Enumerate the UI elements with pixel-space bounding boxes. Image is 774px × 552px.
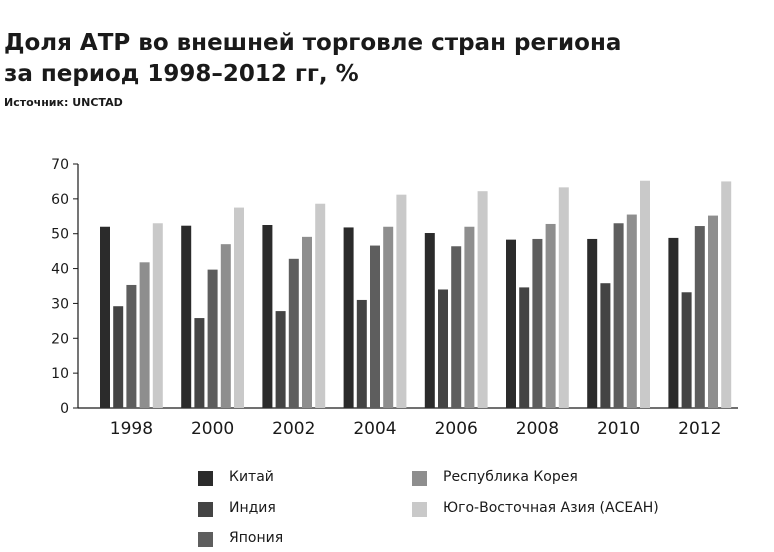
bar-2010-s1 [600, 283, 611, 408]
y-tick-label: 0 [60, 401, 69, 417]
bar-2012-s2 [694, 226, 705, 408]
y-tick-label: 70 [51, 157, 69, 173]
bar-2008-s3 [545, 223, 556, 408]
legend-swatch [198, 532, 213, 547]
y-tick-label: 60 [51, 192, 69, 208]
bar-2002-s4 [315, 203, 326, 408]
y-tick-label: 30 [51, 296, 69, 312]
legend-swatch [412, 502, 427, 517]
bar-2002-s0 [262, 225, 273, 408]
bar-2008-s1 [519, 287, 530, 408]
x-tick-label: 2002 [272, 419, 315, 439]
bar-2012-s0 [668, 237, 679, 408]
x-tick-label: 2006 [435, 419, 478, 439]
source-note: Источник: UNCTAD [4, 96, 123, 109]
bar-2008-s0 [506, 239, 516, 408]
x-tick-label: 2012 [678, 419, 721, 439]
bar-1998-s1 [113, 306, 124, 408]
bar-2002-s2 [288, 258, 299, 408]
legend-swatch [198, 502, 213, 517]
legend-label: Япония [229, 530, 284, 546]
bar-2012-s3 [708, 215, 718, 408]
bar-2002-s1 [275, 311, 286, 408]
bar-1998-s4 [152, 223, 163, 408]
y-tick-label: 40 [51, 262, 69, 278]
bar-2006-s0 [424, 233, 435, 408]
x-tick-label: 2010 [597, 419, 640, 439]
legend-label: Юго-Восточная Азия (АСЕАН) [443, 500, 659, 516]
legend-label: Республика Корея [443, 469, 578, 485]
bar-2012-s1 [681, 292, 692, 408]
bar-2004-s0 [343, 227, 354, 408]
chart-title-line1: Доля АТР во внешней торговле стран регио… [4, 30, 622, 56]
bar-2008-s2 [532, 238, 543, 408]
bar-2012-s4 [721, 181, 732, 408]
bar-2008-s4 [558, 187, 569, 408]
bar-2004-s3 [383, 226, 394, 408]
bar-2004-s2 [370, 245, 380, 408]
x-tick-label: 2000 [191, 419, 234, 439]
bar-2000-s0 [181, 225, 192, 408]
bar-2000-s4 [234, 207, 244, 408]
bar-2006-s3 [464, 226, 475, 408]
bar-1998-s3 [139, 262, 150, 408]
legend-label: Китай [229, 469, 274, 485]
legend-swatch [198, 471, 213, 486]
bar-2006-s1 [438, 289, 448, 408]
bar-2010-s0 [587, 238, 598, 408]
y-tick-label: 50 [51, 227, 69, 243]
bar-1998-s2 [126, 284, 137, 408]
bar-2000-s1 [194, 318, 205, 408]
bar-2006-s4 [477, 191, 488, 408]
y-tick-label: 10 [51, 366, 69, 382]
bar-2000-s3 [220, 244, 231, 408]
chart-title: Доля АТР во внешней торговле стран регио… [4, 28, 764, 90]
x-tick-label: 2004 [353, 419, 396, 439]
x-tick-label: 1998 [110, 419, 153, 439]
bar-1998-s0 [100, 226, 110, 408]
bar-2010-s4 [640, 180, 650, 408]
chart-title-line2: за период 1998–2012 гг, % [4, 61, 359, 87]
bar-2010-s3 [626, 214, 637, 408]
bar-2002-s3 [302, 236, 312, 408]
bar-2004-s1 [356, 299, 367, 408]
bar-2000-s2 [207, 269, 218, 408]
bar-2010-s2 [613, 223, 624, 408]
legend-swatch [412, 471, 427, 486]
bar-2004-s4 [396, 194, 407, 408]
y-tick-label: 20 [51, 331, 69, 347]
legend-label: Индия [229, 500, 276, 516]
x-tick-label: 2008 [516, 419, 559, 439]
bar-2006-s2 [451, 246, 462, 408]
